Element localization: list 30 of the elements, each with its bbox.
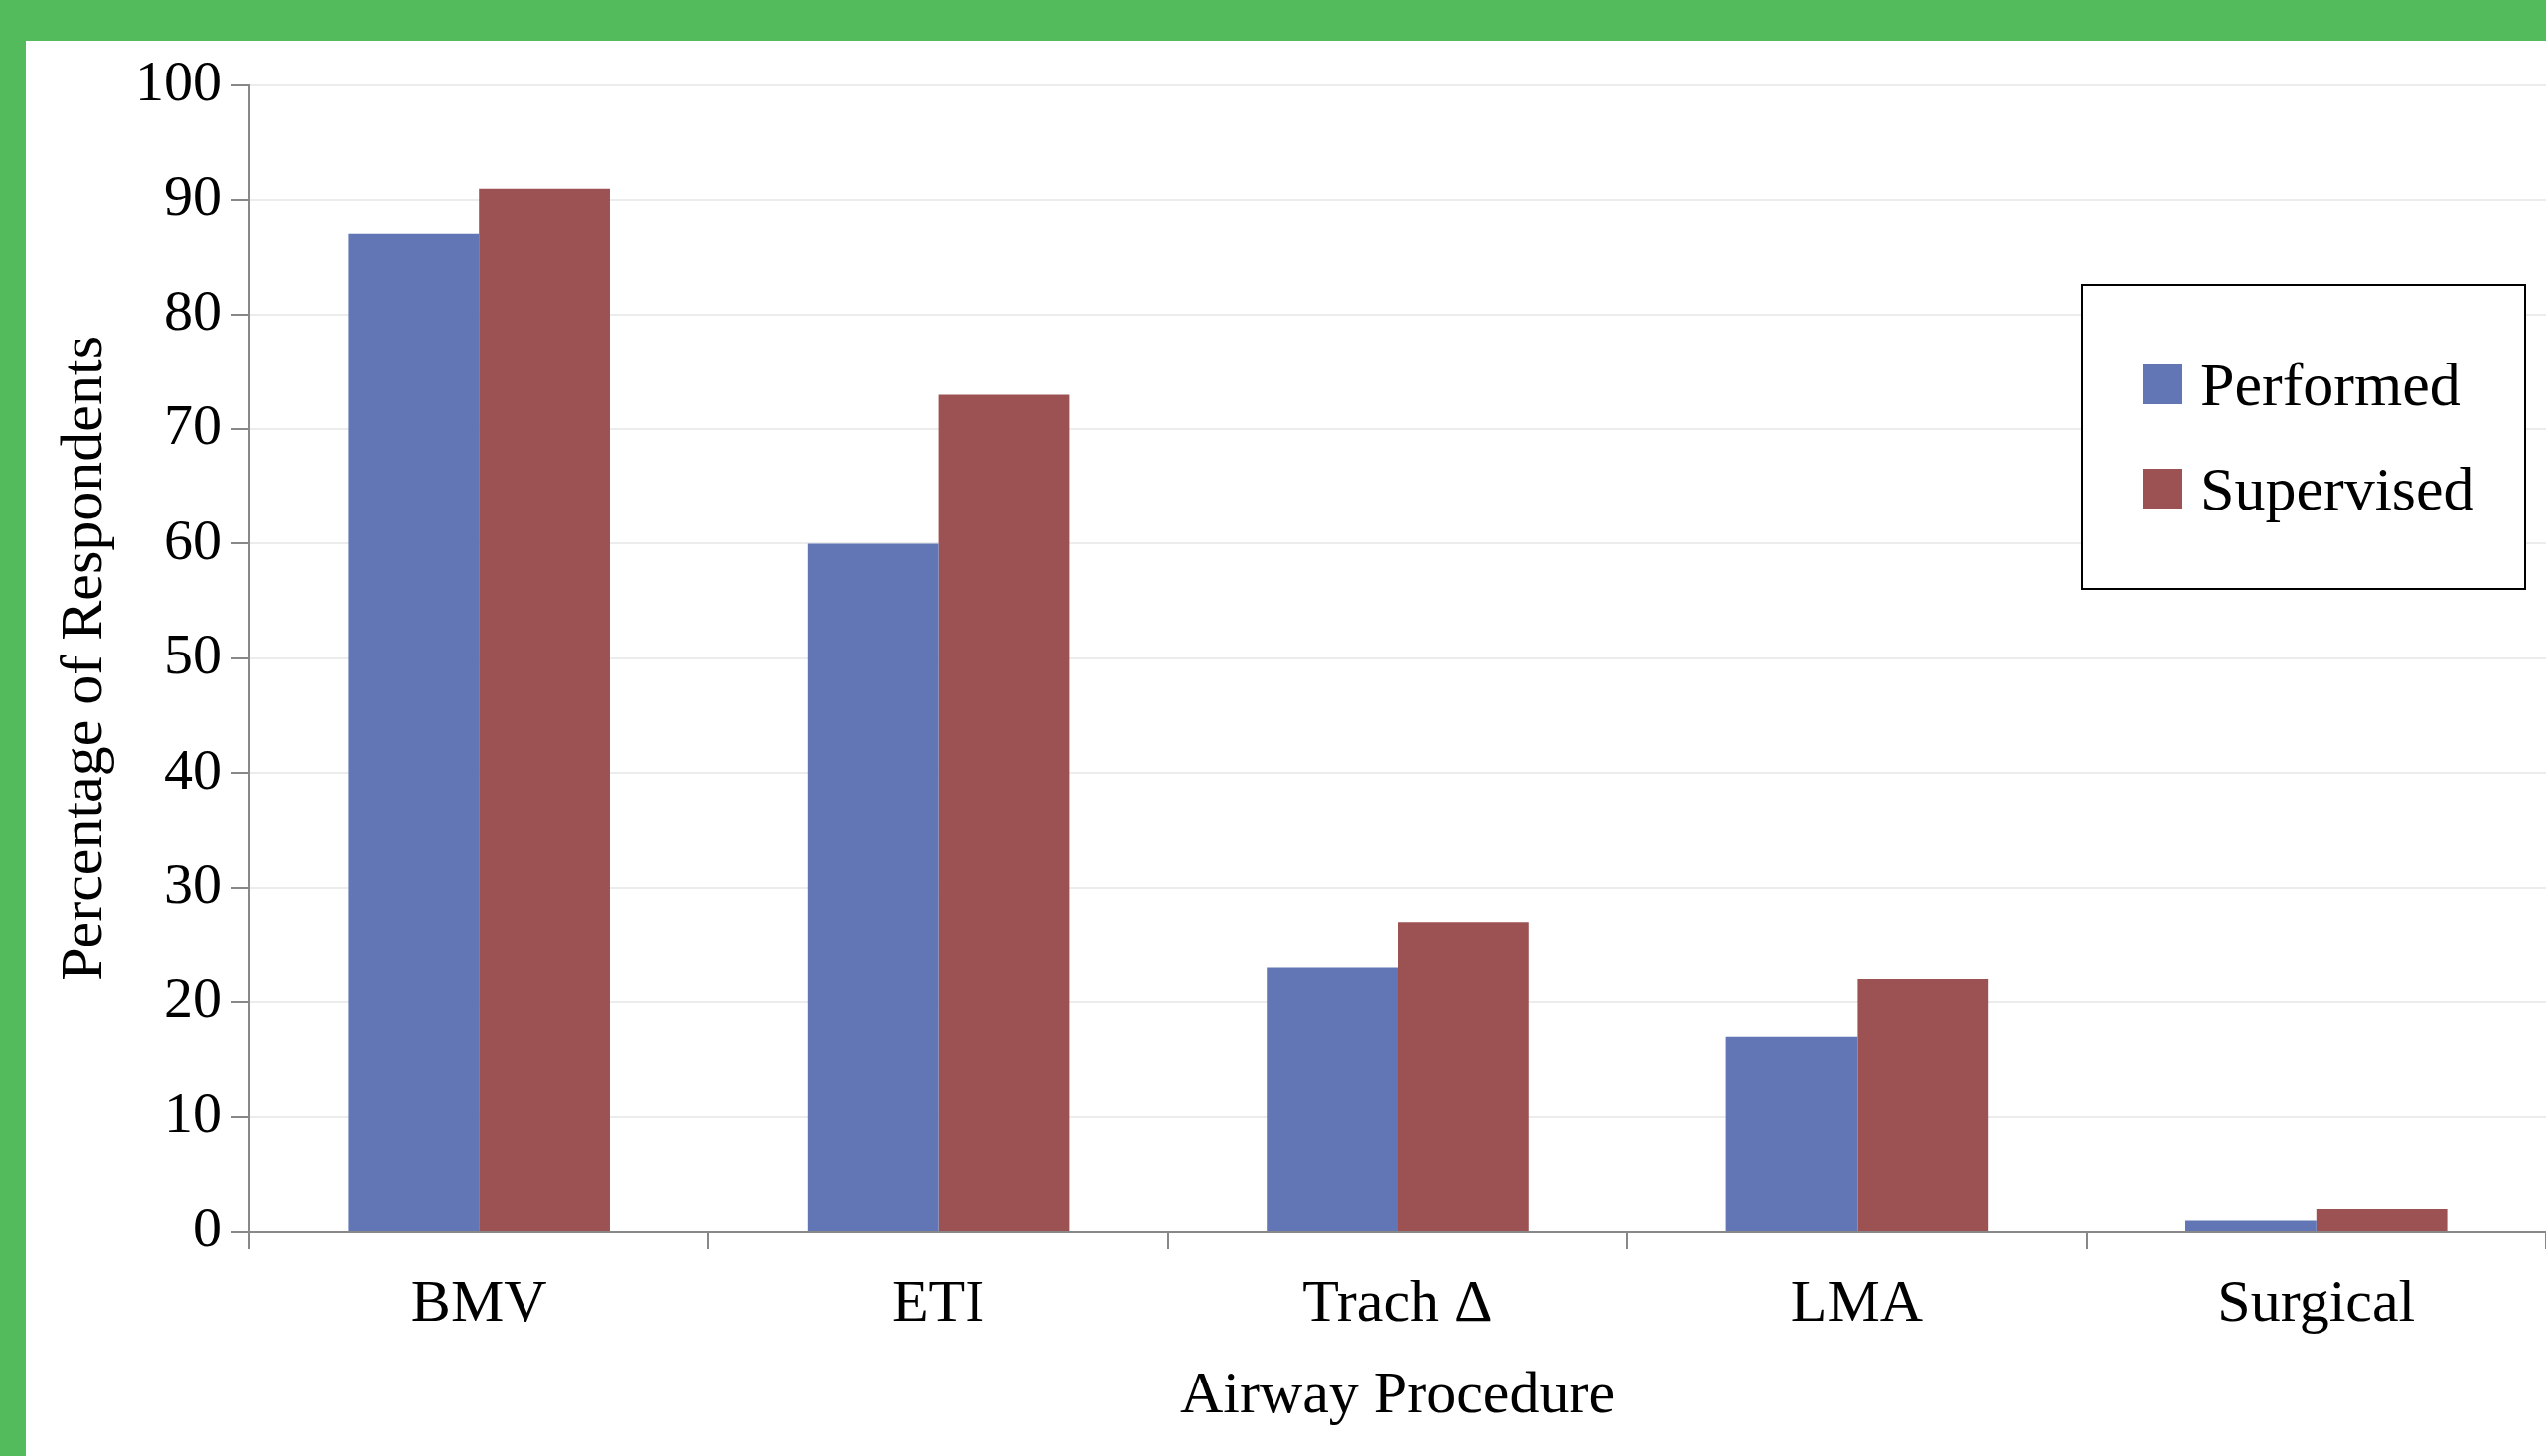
y-tick-label: 90 — [164, 163, 222, 228]
y-tick-label: 10 — [164, 1080, 222, 1145]
legend-label: Performed — [2200, 349, 2461, 420]
y-tick-label: 40 — [164, 736, 222, 801]
bar — [2316, 1208, 2448, 1231]
bar — [1725, 1036, 1858, 1231]
y-axis-title: Percentage of Respondents — [48, 335, 114, 981]
y-tick-label: 70 — [164, 392, 222, 458]
y-tick-label: 0 — [193, 1195, 222, 1260]
bar — [1398, 922, 1529, 1231]
x-tick-label: Surgical — [2217, 1267, 2416, 1334]
y-tick-label: 50 — [164, 622, 222, 687]
bar — [1857, 979, 1989, 1231]
y-tick-label: 20 — [164, 965, 222, 1031]
bar — [479, 188, 610, 1231]
bar — [348, 233, 480, 1231]
y-tick-label: 80 — [164, 277, 222, 343]
legend-label: Supervised — [2200, 453, 2474, 524]
x-tick-label: ETI — [891, 1267, 985, 1334]
bar — [1267, 967, 1398, 1231]
y-tick-label: 60 — [164, 507, 222, 572]
bar — [807, 543, 939, 1231]
y-tick-label: 30 — [164, 850, 222, 916]
x-tick-label: Trach Δ — [1302, 1267, 1493, 1334]
bar — [938, 394, 1070, 1231]
x-axis-title: Airway Procedure — [1179, 1359, 1616, 1425]
bar — [2185, 1220, 2317, 1231]
x-tick-label: LMA — [1790, 1267, 1924, 1334]
x-tick-label: BMV — [410, 1267, 547, 1334]
y-tick-label: 100 — [135, 49, 222, 114]
